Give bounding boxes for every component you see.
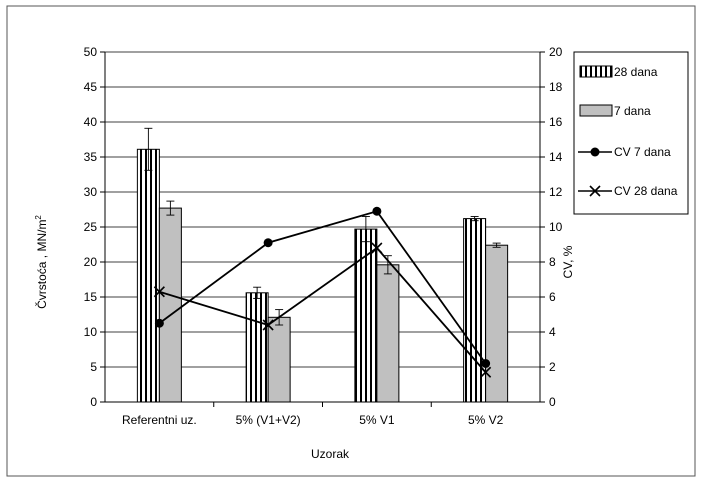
bar-7-dana: [267, 316, 291, 403]
point-circle: [481, 359, 491, 368]
y-left-tick-label: 20: [84, 255, 98, 269]
point-x: [480, 366, 492, 378]
y-right-tick-label: 0: [549, 395, 556, 409]
point-x-stroke: [153, 286, 165, 298]
x-tick-label: Referentni uz.: [122, 413, 197, 427]
y-left-tick-label: 10: [84, 325, 98, 339]
point-x-stroke: [262, 319, 274, 331]
point-circle: [154, 318, 164, 328]
y-left-tick-label: 15: [84, 290, 98, 304]
legend-marker: [589, 185, 601, 197]
bar-28-dana: [245, 292, 269, 403]
y-left-axis-title: Čvrstoća , MN/m2: [34, 215, 49, 309]
y-right-tick-label: 4: [549, 325, 556, 339]
legend-label: CV 7 dana: [614, 145, 671, 159]
legend-label: CV 28 dana: [614, 184, 678, 198]
legend-label: 7 dana: [614, 104, 651, 118]
point-x: [371, 242, 383, 254]
y-right-tick-label: 6: [549, 290, 556, 304]
point-circle: [372, 206, 382, 216]
y-left-tick-label: 5: [90, 360, 97, 374]
y-left-tick-label: 50: [84, 45, 98, 59]
x-axis-title: Uzorak: [311, 447, 350, 461]
y-left-tick-label: 0: [90, 395, 97, 409]
bar-7-dana: [485, 244, 509, 403]
y-left-tick-label: 30: [84, 185, 98, 199]
legend-marker: [590, 147, 600, 157]
y-right-axis-title: CV, %: [561, 245, 575, 278]
point-x-stroke: [480, 366, 492, 378]
cv-lines: [153, 206, 492, 378]
y-right-tick-label: 20: [549, 45, 563, 59]
y-right-tick-label: 10: [549, 220, 563, 234]
axes: 0 5 10 15 20 25 30 35 40 45 50 0 2 4 6 8 10 12 14 16 18 20 Ref…: [84, 45, 563, 427]
point-x: [153, 286, 165, 298]
y-left-tick-label: 40: [84, 115, 98, 129]
y-right-tick-label: 8: [549, 255, 556, 269]
bar-7-dana: [158, 207, 182, 403]
legend-box: [573, 51, 689, 215]
y-right-tick-label: 18: [549, 80, 563, 94]
x-tick-label: 5% V2: [468, 413, 504, 427]
point-x: [262, 319, 274, 331]
x-tick-label: 5% (V1+V2): [236, 413, 301, 427]
bar-28-dana: [136, 148, 160, 403]
legend: 28 dana 7 dana CV 7 dana CV 28 dana: [573, 51, 689, 215]
point-circle: [263, 238, 273, 248]
bar-7-dana: [376, 264, 400, 403]
legend-swatch: [579, 65, 613, 78]
y-left-tick-label: 25: [84, 220, 98, 234]
line-cv-7-dana: [158, 210, 487, 365]
y-right-tick-label: 2: [549, 360, 556, 374]
x-tick-label: 5% V1: [359, 413, 395, 427]
line-cv-28-dana: [159, 246, 487, 373]
y-left-tick-label: 35: [84, 150, 98, 164]
legend-swatch: [579, 104, 613, 117]
point-x-stroke: [371, 242, 383, 254]
y-right-tick-label: 14: [549, 150, 563, 164]
legend-label: 28 dana: [614, 65, 658, 79]
y-right-tick-label: 12: [549, 185, 563, 199]
y-left-tick-label: 45: [84, 80, 98, 94]
y-right-tick-label: 16: [549, 115, 563, 129]
